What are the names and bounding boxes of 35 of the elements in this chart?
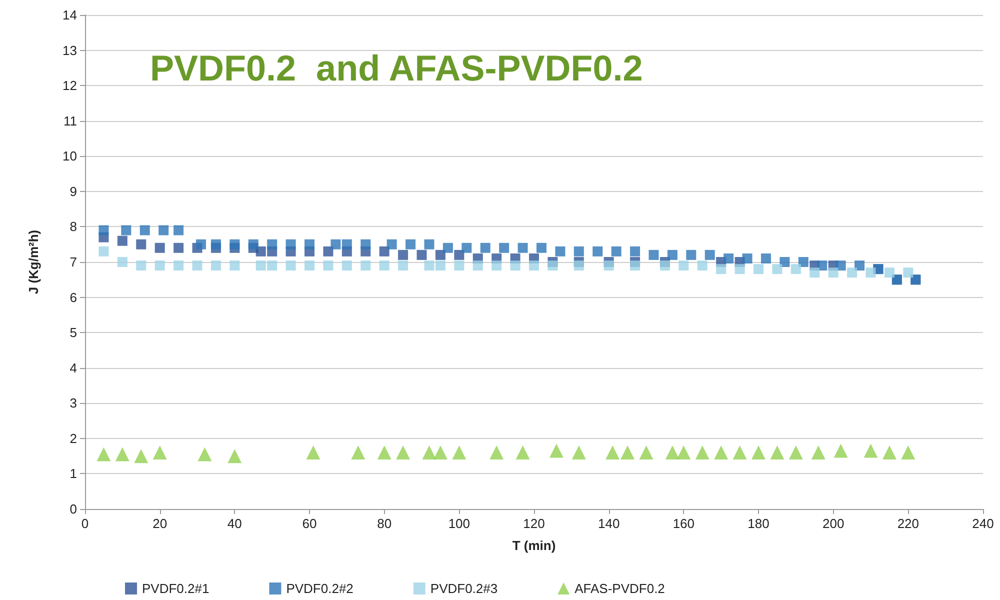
y-tick-label: 4: [70, 360, 77, 376]
y-tick-label: 8: [70, 219, 77, 234]
text: PVDF0.2 and AFAS-PVDF0.2: [150, 48, 643, 88]
y-tick-label: 10: [62, 148, 77, 164]
legend-label: PVDF0.2#2: [286, 581, 354, 596]
x-tick-label: 180: [748, 516, 770, 531]
y-tick-label: 6: [70, 290, 77, 305]
x-tick-label: 60: [302, 516, 317, 531]
y-axis-title: J (Kg/m²h): [26, 230, 41, 294]
legend-label: PVDF0.2#3: [430, 581, 498, 596]
x-tick-label: 200: [822, 516, 844, 531]
x-tick-label: 140: [598, 516, 620, 531]
y-tick-label: 7: [70, 254, 77, 270]
y-tick-label: 3: [70, 396, 77, 411]
legend-label: PVDF0.2#1: [142, 581, 210, 596]
x-axis-title: T (min): [512, 538, 556, 553]
y-tick-label: 2: [70, 430, 77, 446]
x-tick-label: 120: [523, 516, 545, 531]
x-tick-label: 220: [897, 516, 920, 531]
x-tick-label: 20: [152, 516, 168, 531]
x-tick-label: 40: [227, 516, 242, 531]
x-tick-label: 240: [972, 516, 994, 531]
x-tick-label: 160: [672, 516, 695, 531]
x-tick-label: 100: [448, 516, 470, 531]
y-tick-label: 1: [70, 466, 77, 482]
legend-label: AFAS-PVDF0.2: [574, 581, 665, 596]
y-tick-label: 9: [70, 184, 77, 199]
x-tick-label: 0: [81, 516, 89, 531]
x-tick-label: 80: [377, 516, 392, 531]
y-tick-label: 13: [62, 42, 77, 58]
y-tick-label: 12: [62, 78, 77, 94]
y-tick-label: 14: [62, 8, 77, 22]
y-tick-label: 11: [64, 113, 77, 128]
y-tick-label: 5: [70, 325, 77, 340]
y-tick-label: 0: [70, 502, 77, 516]
